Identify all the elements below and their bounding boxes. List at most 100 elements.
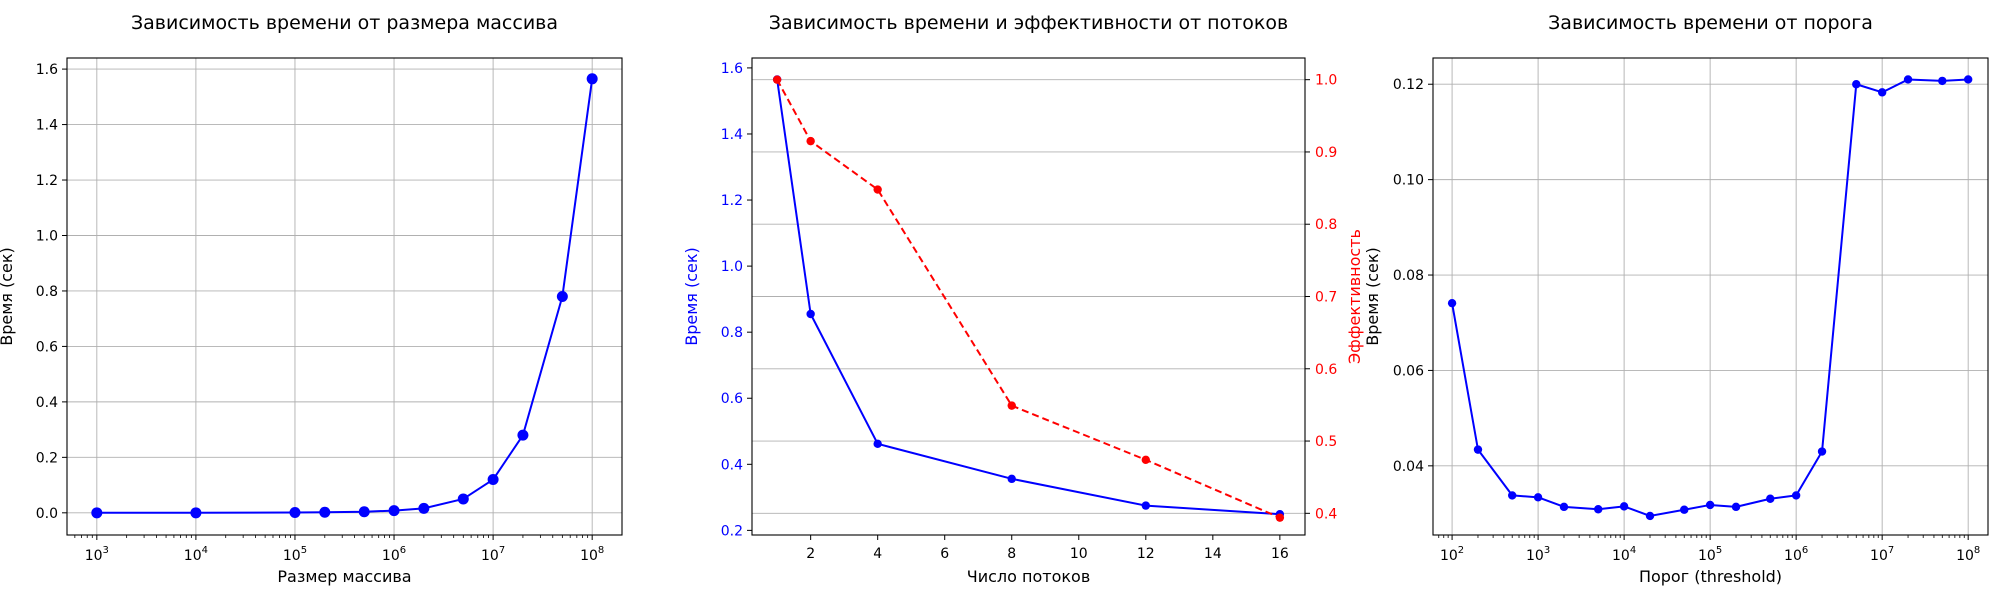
x-axis-label: Размер массива <box>277 567 411 586</box>
x-tick-label: 103 <box>85 545 109 564</box>
data-point <box>358 506 370 518</box>
y-tick-label: 1.4 <box>36 118 58 134</box>
x-tick-label: 106 <box>382 545 406 564</box>
data-point <box>517 429 529 441</box>
y-tick-label: 0.12 <box>1393 77 1424 93</box>
y-tick-label: 0.4 <box>36 395 58 411</box>
x-tick-label: 104 <box>1612 545 1636 564</box>
data-point <box>1766 494 1775 503</box>
y-axis-label: Время (сек) <box>1363 247 1382 346</box>
y-tick-label: 1.2 <box>36 173 58 189</box>
x-tick-base: 10 <box>1956 548 1974 564</box>
x-tick-label: 108 <box>580 545 604 564</box>
x-tick-label: 102 <box>1440 545 1464 564</box>
y2-tick-label: 0.5 <box>1315 434 1337 450</box>
x-tick-base: 10 <box>184 548 202 564</box>
plot-frame <box>66 57 623 536</box>
x-tick-exponent: 2 <box>1458 545 1464 556</box>
x-tick-label: 104 <box>184 545 208 564</box>
data-point <box>1594 505 1603 514</box>
data-point <box>1963 75 1973 84</box>
x-tick-label: 107 <box>481 545 505 564</box>
x-tick-exponent: 3 <box>1544 545 1550 556</box>
y-tick-label: 1.6 <box>721 61 743 77</box>
x-tick-label: 105 <box>1698 545 1722 564</box>
x-tick-label: 2 <box>806 546 815 562</box>
chart-title: Зависимость времени от порога <box>1548 12 1873 34</box>
y-tick-label: 0.10 <box>1393 173 1424 189</box>
x-tick-base: 10 <box>1526 548 1544 564</box>
data-point <box>772 75 782 84</box>
x-tick-exponent: 4 <box>202 545 208 556</box>
x-tick-base: 10 <box>283 548 301 564</box>
x-tick-base: 10 <box>1784 548 1802 564</box>
x-tick-exponent: 4 <box>1630 545 1636 556</box>
x-tick-exponent: 8 <box>598 545 604 556</box>
x-tick-base: 10 <box>1612 548 1630 564</box>
y-tick-label: 0.6 <box>721 391 743 407</box>
x-tick-base: 10 <box>1440 548 1458 564</box>
x-tick-exponent: 8 <box>1974 545 1980 556</box>
x-tick-base: 10 <box>1698 548 1716 564</box>
chart-title: Зависимость времени и эффективности от п… <box>769 12 1288 34</box>
data-point <box>289 507 301 519</box>
y-tick-label: 0.8 <box>721 325 743 341</box>
x-tick-label: 10 <box>1070 546 1088 562</box>
x-tick-label: 105 <box>283 545 307 564</box>
data-point <box>873 185 882 194</box>
x-tick-label: 16 <box>1271 546 1289 562</box>
y-tick-label: 1.0 <box>36 228 58 244</box>
x-tick-label: 12 <box>1137 546 1155 562</box>
y2-tick-label: 0.9 <box>1315 145 1337 161</box>
data-point <box>190 507 202 519</box>
x-tick-base: 10 <box>85 548 103 564</box>
data-point <box>1705 500 1715 510</box>
y-tick-label: 1.6 <box>36 62 58 78</box>
data-point <box>1731 502 1741 512</box>
series-0 <box>91 73 598 519</box>
x-tick-label: 103 <box>1526 545 1550 564</box>
y-tick-label: 0.6 <box>36 339 58 355</box>
data-point <box>1852 80 1861 89</box>
x-tick-exponent: 6 <box>400 545 406 556</box>
data-point <box>1141 455 1151 465</box>
x-tick-label: 107 <box>1870 545 1894 564</box>
series-0 <box>1447 75 1973 521</box>
y-axis: 0.2 0.4 0.6 0.8 1.0 1.2 1.4 1.6 Время (сек) <box>682 61 752 539</box>
y-tick-label: 0.4 <box>721 457 743 473</box>
data-point <box>1938 76 1947 86</box>
y-axis: 0.04 0.06 0.08 0.10 0.12 Время (сек) <box>1363 77 1433 475</box>
x-tick-base: 10 <box>382 548 400 564</box>
y-tick-label: 0.8 <box>36 284 58 300</box>
x-tick-base: 10 <box>481 548 499 564</box>
chart-title: Зависимость времени от размера массива <box>131 12 558 34</box>
data-point <box>556 291 568 302</box>
chart-threads: 2 4 6 8 10 12 14 16 Число потоков 0.2 0.4 0.6 0.8 1.0… <box>682 12 1364 586</box>
data-point <box>1645 511 1655 521</box>
x-tick-exponent: 7 <box>1888 545 1894 556</box>
grid-lines <box>1433 58 1988 535</box>
y-tick-label: 0.0 <box>36 506 58 522</box>
x-tick-exponent: 7 <box>499 545 505 556</box>
y-axis-label: Время (сек) <box>682 247 701 346</box>
data-point <box>418 502 430 514</box>
series-line <box>96 78 594 514</box>
data-point <box>873 439 882 449</box>
x-tick-label: 4 <box>873 546 882 562</box>
data-point <box>1877 88 1887 97</box>
data-point <box>1533 493 1543 502</box>
data-point <box>457 493 469 505</box>
x-tick-exponent: 5 <box>1716 545 1722 556</box>
y-tick-label: 1.0 <box>721 259 743 275</box>
x-tick-exponent: 3 <box>103 545 109 556</box>
data-point <box>806 309 815 319</box>
data-point <box>487 474 499 486</box>
grid-lines <box>752 79 1305 514</box>
data-point <box>586 73 598 85</box>
data-point <box>1791 491 1801 500</box>
y2-tick-label: 0.4 <box>1315 506 1337 522</box>
